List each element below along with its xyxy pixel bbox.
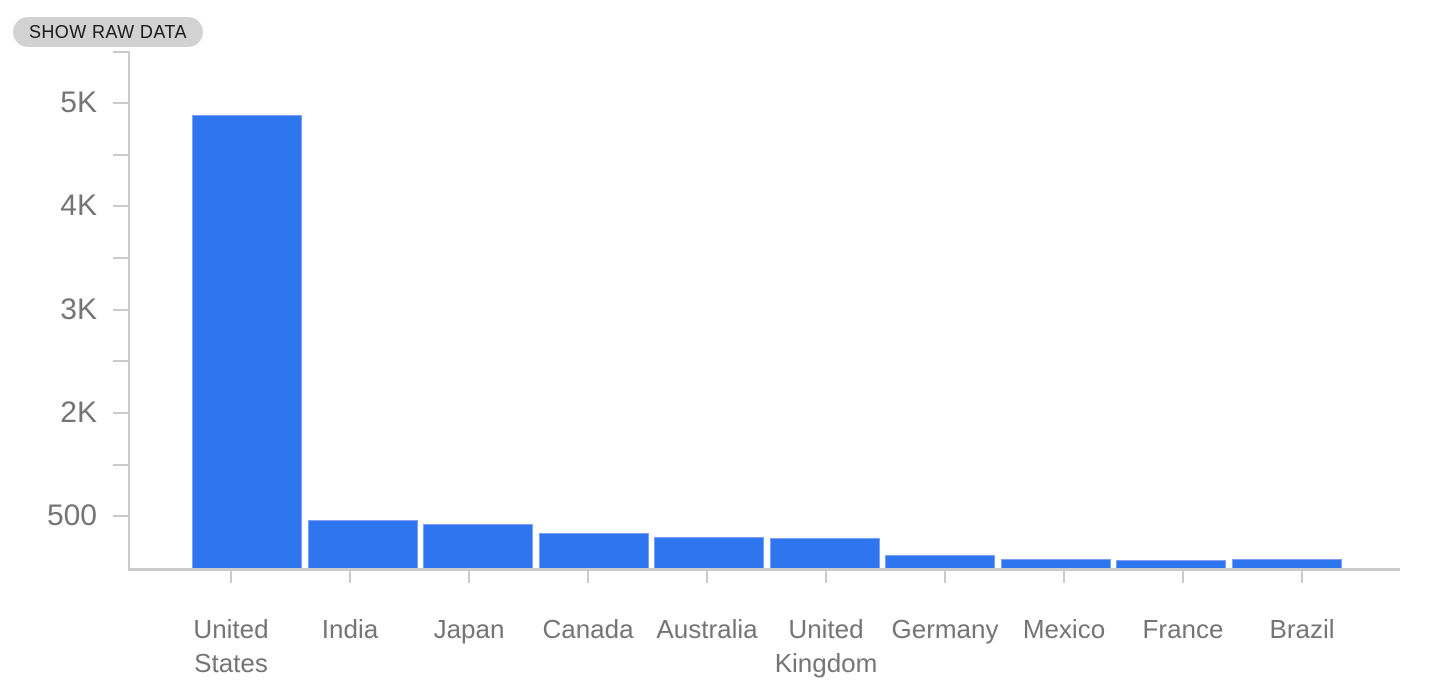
x-tick bbox=[349, 570, 351, 583]
y-tick-label: 3K bbox=[60, 292, 97, 326]
bar-canada[interactable] bbox=[538, 532, 649, 568]
x-category-label: India bbox=[321, 614, 379, 644]
bar-mexico[interactable] bbox=[1000, 558, 1111, 568]
y-tick-label: 4K bbox=[60, 189, 97, 223]
y-tick bbox=[113, 205, 130, 208]
bar-germany[interactable] bbox=[885, 555, 995, 568]
x-category-label: Japan bbox=[433, 614, 505, 644]
y-tick bbox=[113, 308, 130, 311]
x-tick bbox=[1182, 570, 1184, 583]
x-category-label: Australia bbox=[656, 614, 758, 644]
show-raw-data-button[interactable]: SHOW RAW DATA bbox=[13, 17, 203, 47]
bar-brazil[interactable] bbox=[1231, 559, 1342, 568]
y-tick bbox=[113, 102, 130, 105]
y-tick bbox=[113, 463, 130, 466]
x-category-label: Mexico bbox=[1022, 614, 1106, 644]
x-category-label: United States bbox=[193, 614, 269, 678]
bar-japan[interactable] bbox=[423, 523, 533, 568]
x-tick bbox=[230, 570, 232, 583]
x-category-label: France bbox=[1142, 614, 1224, 644]
x-axis-line bbox=[128, 568, 1400, 571]
x-tick bbox=[825, 570, 827, 583]
y-tick bbox=[113, 515, 130, 518]
y-tick bbox=[113, 257, 130, 260]
x-tick bbox=[1301, 570, 1303, 583]
y-tick bbox=[113, 50, 130, 53]
y-tick bbox=[113, 360, 130, 363]
bar-india[interactable] bbox=[307, 519, 418, 568]
y-tick-label: 2K bbox=[60, 396, 97, 430]
x-tick bbox=[587, 570, 589, 583]
y-axis-line bbox=[128, 51, 130, 571]
bar-australia[interactable] bbox=[654, 537, 764, 568]
x-tick bbox=[706, 570, 708, 583]
x-tick bbox=[1063, 570, 1065, 583]
y-tick-label: 500 bbox=[46, 499, 97, 533]
x-tick bbox=[944, 570, 946, 583]
x-category-label: Canada bbox=[542, 614, 634, 644]
bar-france[interactable] bbox=[1116, 559, 1226, 568]
x-category-label: Brazil bbox=[1269, 614, 1335, 644]
y-tick bbox=[113, 153, 130, 156]
x-category-label: United Kingdom bbox=[774, 614, 878, 678]
x-category-label: Germany bbox=[891, 614, 999, 644]
y-tick bbox=[113, 412, 130, 415]
x-tick bbox=[468, 570, 470, 583]
y-tick-label: 5K bbox=[60, 86, 97, 120]
bar-united-states[interactable] bbox=[192, 115, 302, 568]
bar-united-kingdom[interactable] bbox=[769, 538, 880, 568]
